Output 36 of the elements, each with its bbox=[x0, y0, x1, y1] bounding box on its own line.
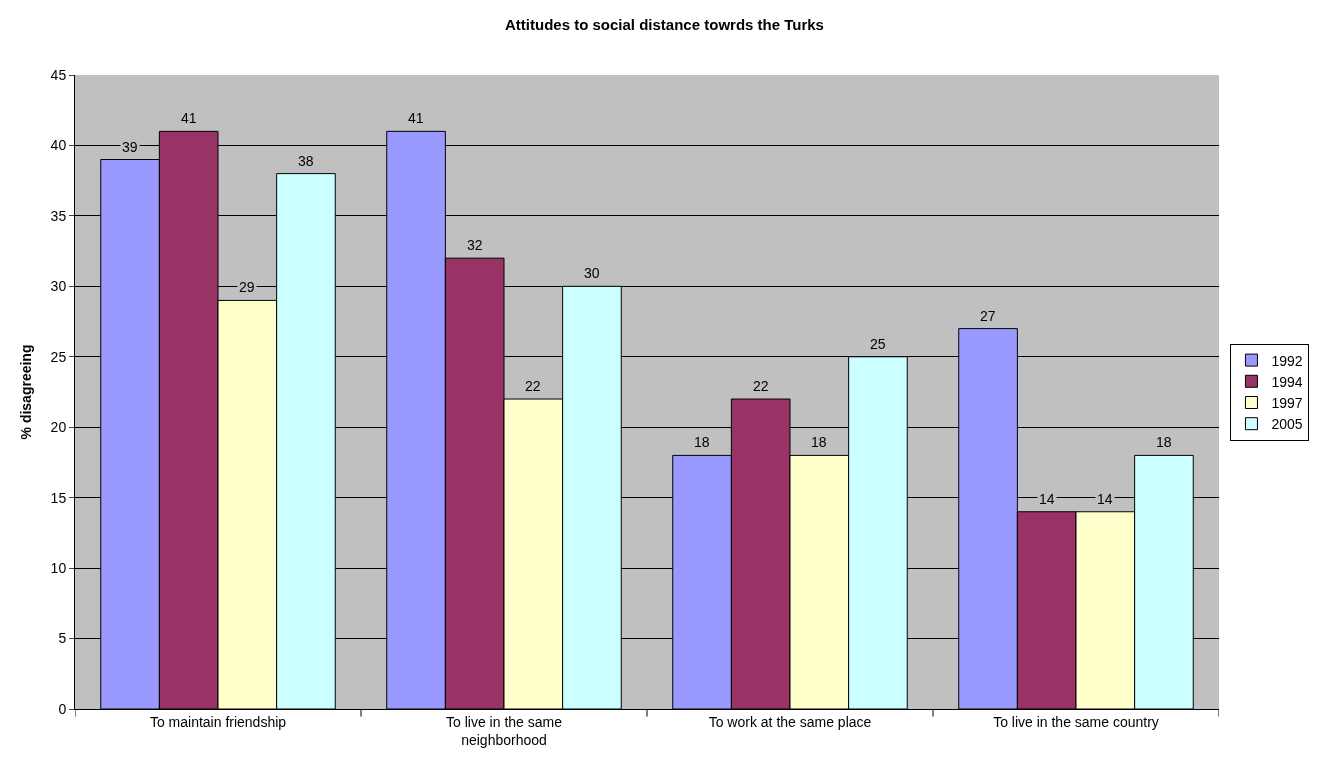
data-label: 14 bbox=[1097, 491, 1113, 507]
data-label: 18 bbox=[1156, 434, 1172, 450]
x-tick-label: To live in the same country bbox=[993, 713, 1159, 730]
y-tick-label: 15 bbox=[50, 489, 67, 506]
y-tick-label: 30 bbox=[50, 278, 67, 295]
y-tick-label: 10 bbox=[50, 560, 67, 577]
data-label: 18 bbox=[811, 434, 827, 450]
data-label: 41 bbox=[181, 110, 197, 126]
y-tick-label: 20 bbox=[50, 419, 67, 436]
legend-label: 1992 bbox=[1271, 352, 1303, 369]
data-label: 14 bbox=[1039, 491, 1055, 507]
data-label: 38 bbox=[298, 153, 314, 169]
y-tick-label: 5 bbox=[58, 630, 67, 647]
x-tick-label: To live in the same neighborhood bbox=[446, 713, 563, 748]
data-label: 22 bbox=[753, 378, 769, 394]
y-tick-label: 0 bbox=[58, 700, 67, 717]
data-label: 22 bbox=[525, 378, 541, 394]
data-label: 25 bbox=[870, 336, 886, 352]
data-label: 30 bbox=[584, 265, 600, 281]
y-tick-label: 35 bbox=[50, 207, 67, 224]
x-tick-label: To work at the same place bbox=[708, 713, 872, 730]
y-axis-title: % disagreeing bbox=[18, 344, 35, 440]
legend-label: 1994 bbox=[1271, 373, 1303, 390]
data-label: 29 bbox=[239, 279, 255, 295]
y-tick-label: 25 bbox=[50, 348, 67, 365]
data-label: 32 bbox=[467, 237, 483, 253]
x-tick-label: To maintain friendship bbox=[149, 713, 287, 730]
data-label: 39 bbox=[122, 139, 138, 155]
chart-title: Attitudes to social distance towrds the Turks bbox=[505, 15, 824, 33]
data-label: 27 bbox=[980, 308, 996, 324]
y-tick-label: 45 bbox=[50, 66, 67, 83]
data-label: 41 bbox=[408, 110, 424, 126]
legend-label: 2005 bbox=[1271, 416, 1303, 433]
legend-label: 1997 bbox=[1271, 394, 1303, 411]
data-label: 18 bbox=[694, 434, 710, 450]
y-tick-label: 40 bbox=[50, 137, 67, 154]
